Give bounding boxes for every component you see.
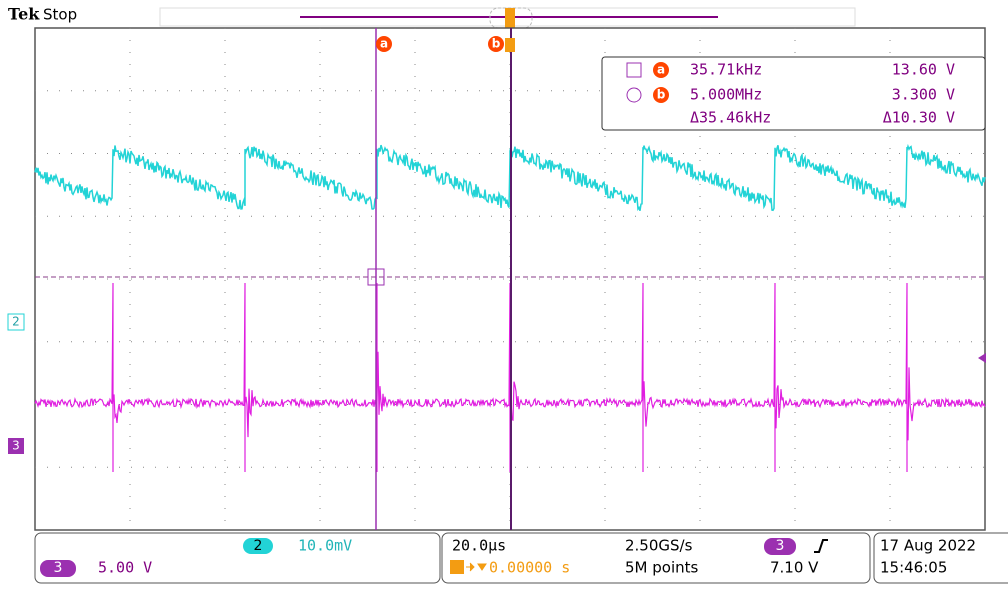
badge-label: a [657, 63, 665, 77]
trigger-level-marker [978, 353, 986, 363]
horizontal-position: 0.00000 s [489, 559, 570, 577]
date: 17 Aug 2022 [880, 537, 976, 555]
ch3-scale: 5.00 V [98, 559, 152, 577]
trigger-level: 7.10 V [770, 559, 819, 577]
badge [653, 62, 669, 78]
readout-volt: Δ10.30 V [883, 109, 955, 127]
trigger-marker [505, 38, 515, 52]
trigger-source: 3 [776, 538, 785, 554]
record-length: 5M points [625, 559, 699, 577]
sample-rate: 2.50GS/s [625, 537, 693, 555]
badge [653, 87, 669, 103]
ch3-waveform [34, 282, 986, 472]
ch3-marker-label: 3 [12, 439, 20, 453]
ch2-badge [243, 538, 273, 554]
vertical-panel [34, 532, 441, 584]
readout-volt: 3.300 V [892, 86, 955, 104]
cursor-b-badge [488, 36, 504, 52]
position-arrow [466, 562, 487, 572]
ch2-marker [7, 313, 25, 331]
readout-freq: 5.000MHz [690, 86, 762, 104]
badge-label: b [657, 88, 666, 102]
readout-freq: Δ35.46kHz [690, 109, 771, 127]
trigger-source-badge [764, 538, 796, 555]
ch2-scale: 10.0mV [298, 537, 352, 555]
ch3-badge [40, 560, 76, 577]
ch2-label: 2 [254, 538, 263, 554]
time: 15:46:05 [880, 559, 947, 577]
cursor-a-label: a [380, 37, 388, 51]
cursor-readout [601, 56, 986, 131]
horizontal-scale: 20.0µs [452, 537, 506, 555]
readout-volt: 13.60 V [892, 61, 955, 79]
ch2-marker-label: 2 [12, 315, 20, 329]
trigger-slope [814, 539, 828, 553]
circle-icon [626, 87, 642, 103]
ch3-marker [8, 438, 24, 454]
trigger-position [505, 8, 515, 28]
datetime-panel [873, 532, 1008, 584]
square-icon [626, 62, 642, 78]
horizontal-panel [441, 532, 871, 584]
status: Stop [43, 6, 77, 24]
cursor-a-badge [376, 36, 392, 52]
readout-freq: 35.71kHz [690, 61, 762, 79]
ch3-label: 3 [54, 560, 63, 576]
brand: Tek [8, 5, 40, 24]
cursor-b-label: b [492, 37, 501, 51]
trigger-icon [450, 560, 464, 574]
cursor-a-square [367, 268, 385, 286]
